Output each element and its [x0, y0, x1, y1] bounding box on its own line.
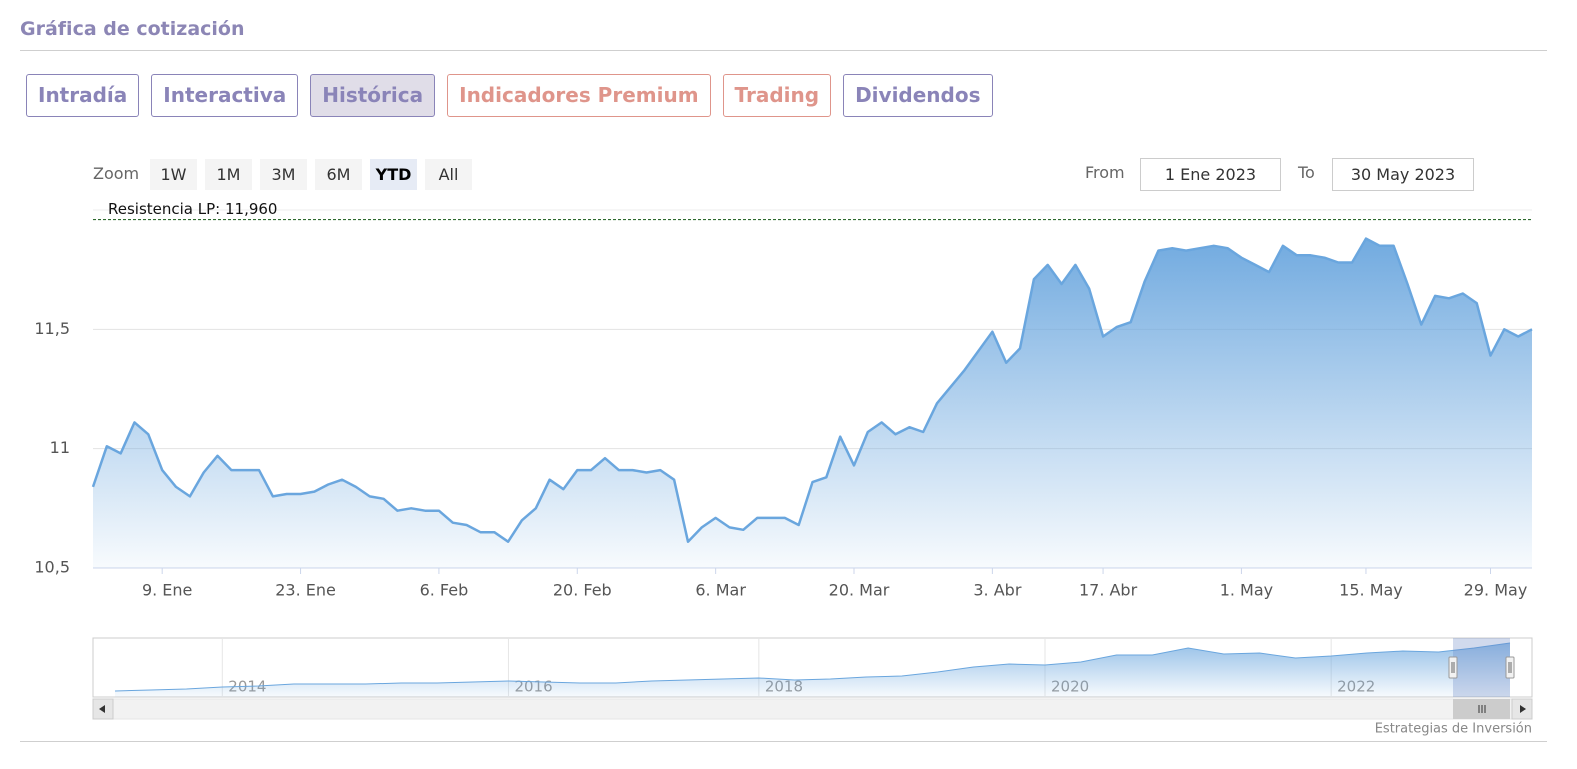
tab[interactable]: Histórica: [310, 74, 436, 117]
navigator-selection: [1453, 638, 1510, 697]
tab[interactable]: Trading: [722, 74, 832, 117]
zoom-button[interactable]: All: [425, 159, 472, 190]
y-tick-label: 11: [50, 438, 70, 457]
section-title: Gráfica de cotización: [20, 18, 245, 40]
tab[interactable]: Intradía: [26, 74, 140, 117]
navigator-handle[interactable]: [1505, 656, 1515, 679]
x-tick-label: 3. Abr: [973, 581, 1021, 600]
zoom-button[interactable]: 6M: [315, 159, 362, 190]
to-input[interactable]: 30 May 2023: [1332, 158, 1474, 191]
x-tick-label: 20. Feb: [553, 581, 612, 600]
x-tick-label: 20. Mar: [829, 581, 890, 600]
from-input[interactable]: 1 Ene 2023: [1140, 158, 1281, 191]
divider: [20, 50, 1547, 51]
tab-bar: Intradía Interactiva Histórica Indicador…: [26, 74, 993, 117]
navigator-area: [115, 643, 1510, 697]
x-tick-label: 15. May: [1339, 581, 1403, 600]
tab[interactable]: Interactiva: [151, 74, 299, 117]
x-tick-label: 9. Ene: [142, 581, 192, 600]
zoom-label: Zoom: [93, 164, 140, 183]
x-tick-label: 1. May: [1220, 581, 1273, 600]
scrollbar-track: [92, 698, 1533, 720]
divider: [20, 741, 1547, 742]
y-tick-label: 11,5: [34, 319, 70, 338]
y-tick-label: 10,5: [34, 558, 70, 577]
navigator-handle[interactable]: [1448, 656, 1458, 679]
zoom-button[interactable]: 3M: [260, 159, 307, 190]
resistance-label: Resistencia LP: 11,960: [108, 200, 277, 218]
x-tick-label: 6. Mar: [695, 581, 746, 600]
x-tick-label: 6. Feb: [420, 581, 469, 600]
zoom-button[interactable]: 1W: [150, 159, 197, 190]
zoom-buttons: 1W 1M 3M 6M YTD All: [150, 159, 472, 190]
arrow-left: [99, 705, 105, 713]
x-tick-label: 23. Ene: [275, 581, 336, 600]
tab[interactable]: Dividendos: [843, 74, 993, 117]
zoom-button[interactable]: YTD: [370, 159, 417, 190]
x-tick-label: 29. May: [1464, 581, 1528, 600]
x-tick-label: 17. Abr: [1079, 581, 1138, 600]
arrow-right: [1520, 705, 1526, 713]
area: [93, 238, 1532, 568]
navigator-line: [114, 642, 1511, 692]
from-label: From: [1085, 163, 1125, 182]
to-label: To: [1298, 163, 1315, 182]
line: [91, 237, 1533, 543]
tab[interactable]: Indicadores Premium: [447, 74, 711, 117]
credits[interactable]: Estrategias de Inversión: [1375, 722, 1532, 737]
zoom-button[interactable]: 1M: [205, 159, 252, 190]
